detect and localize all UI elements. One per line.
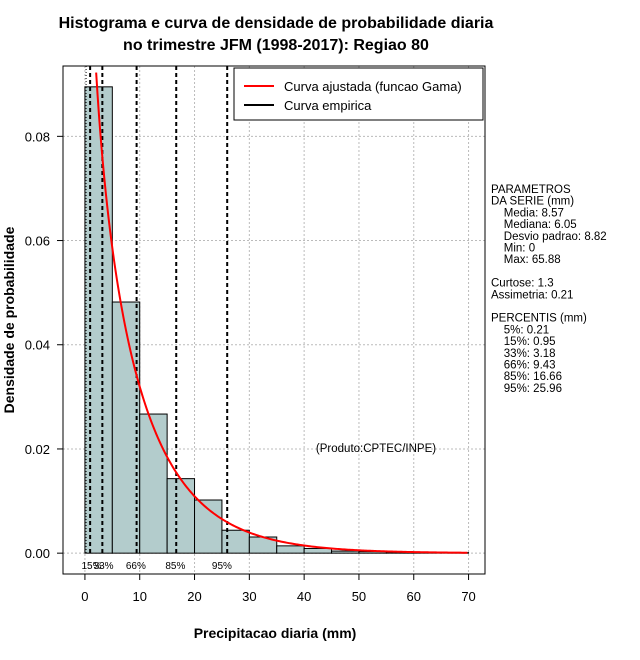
y-tick-label-4: 0.08 [25,129,50,144]
x-tick-label-4: 40 [297,589,311,604]
x-tick-label-5: 50 [352,589,366,604]
x-tick-label-2: 20 [187,589,201,604]
y-axis-label: Densidade de probabilidade [1,226,17,413]
side-text-line-4: Desvio padrao: 8.82 [491,231,607,243]
histogram-bar-2 [139,413,168,554]
histogram-bar-8 [303,547,333,554]
side-text-line-14: 33%: 3.18 [491,348,556,360]
legend-fitted-label: Curva ajustada (funcao Gama) [284,79,462,94]
chart-title-line2: no trimestre JFM (1998-2017): Regiao 80 [123,37,429,54]
x-tick-label-3: 30 [242,589,256,604]
chart-title-line1: Histograma e curva de densidade de proba… [59,15,494,32]
legend: Curva ajustada (funcao Gama) Curva empir… [233,67,484,121]
histogram-bar-0 [84,86,113,554]
side-text-line-16: 85%: 16.66 [491,371,562,383]
credit-text: (Produto:CPTEC/INPE) [316,443,436,455]
y-tick-label-3: 0.06 [25,234,50,249]
percentile-label-2: 66% [126,561,146,572]
side-text-line-9: Assimetria: 0.21 [491,289,573,301]
y-tick-label-0: 0.00 [25,546,50,561]
side-text-line-3: Mediana: 6.05 [491,219,577,231]
percentile-label-4: 95% [212,561,232,572]
side-text-line-2: Media: 8.57 [491,207,564,219]
percentile-lines: 15%33% 66% 85% 95% [81,66,232,572]
side-text-line-12: 5%: 0.21 [491,324,549,336]
plot-frame [62,65,486,575]
curves [95,72,468,554]
percentile-label-3: 85% [165,561,185,572]
histogram-bars [84,86,470,554]
x-tick-label-6: 60 [407,589,421,604]
x-tick-label-0: 0 [81,589,88,604]
percentile-label-0: 15% [81,561,101,572]
fitted-gamma-curve [95,72,468,554]
histogram-bar-1 [111,301,141,554]
side-text-line-1: DA SERIE (mm) [491,196,574,208]
side-text-line-5: Min: 0 [491,243,535,255]
histogram-bar-7 [276,545,305,554]
percentile-label-1: 33% [94,561,114,572]
histogram-bar-9 [331,550,360,554]
x-tick-label-7: 70 [461,589,475,604]
axes: 0 10 20 30 40 50 60 70 0.00 0.02 0.04 0.06 0.08 [25,129,476,604]
y-tick-label-2: 0.04 [25,338,50,353]
side-text-line-17: 95%: 25.96 [491,383,562,395]
histogram-bar-4 [194,499,223,554]
side-text-line-8: Curtose: 1.3 [491,278,554,290]
side-text-line-15: 66%: 9.43 [491,360,556,372]
side-text-line-13: 15%: 0.95 [491,336,556,348]
side-text-line-0: PARAMETROS [491,184,571,196]
x-axis-label: Precipitacao diaria (mm) [194,625,357,641]
legend-box [233,67,484,121]
histogram-bar-3 [166,478,196,554]
side-text-line-11: PERCENTIS (mm) [491,313,587,325]
x-tick-label-1: 10 [132,589,146,604]
histogram-bar-5 [221,529,250,554]
y-tick-label-1: 0.02 [25,442,50,457]
side-text-line-6: Max: 65.88 [491,254,561,266]
legend-empirical-label: Curva empirica [284,98,372,113]
